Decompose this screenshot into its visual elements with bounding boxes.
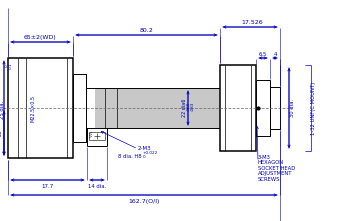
Text: +0.022
0: +0.022 0 bbox=[143, 151, 158, 159]
Text: 25 dia.: 25 dia. bbox=[0, 101, 6, 119]
Text: 20: 20 bbox=[0, 130, 2, 136]
Text: M22.5×0.5: M22.5×0.5 bbox=[30, 95, 36, 122]
Bar bbox=[220, 65, 256, 151]
Text: 3-M3
HEXAGON
SOCKET HEAD
ADJUSTMENT
SCREWS: 3-M3 HEXAGON SOCKET HEAD ADJUSTMENT SCRE… bbox=[258, 155, 295, 182]
Text: 8 dia. H8: 8 dia. H8 bbox=[118, 154, 142, 158]
Text: 4: 4 bbox=[273, 51, 277, 57]
Text: 17.526: 17.526 bbox=[241, 19, 263, 25]
Text: 1-32 UNF(C MOUNT): 1-32 UNF(C MOUNT) bbox=[312, 81, 316, 135]
Text: 2-M3: 2-M3 bbox=[138, 145, 151, 151]
Text: 65±2(WD): 65±2(WD) bbox=[24, 34, 57, 40]
Bar bbox=[95, 88, 220, 128]
Text: 17.7: 17.7 bbox=[41, 183, 53, 189]
Bar bbox=[8, 58, 73, 158]
Text: -080
-083: -080 -083 bbox=[187, 101, 195, 111]
Text: 162.7(O/l): 162.7(O/l) bbox=[128, 198, 160, 204]
Text: 22 dia6: 22 dia6 bbox=[181, 99, 187, 117]
Text: 14 dia.: 14 dia. bbox=[88, 183, 106, 189]
Bar bbox=[73, 74, 86, 142]
Text: 80.2: 80.2 bbox=[140, 27, 154, 32]
Bar bbox=[270, 87, 280, 129]
Bar bbox=[256, 80, 270, 136]
Text: 30 dia.: 30 dia. bbox=[290, 99, 296, 117]
Text: 0
0.1: 0 0.1 bbox=[5, 63, 13, 69]
Text: 6.5: 6.5 bbox=[259, 51, 267, 57]
